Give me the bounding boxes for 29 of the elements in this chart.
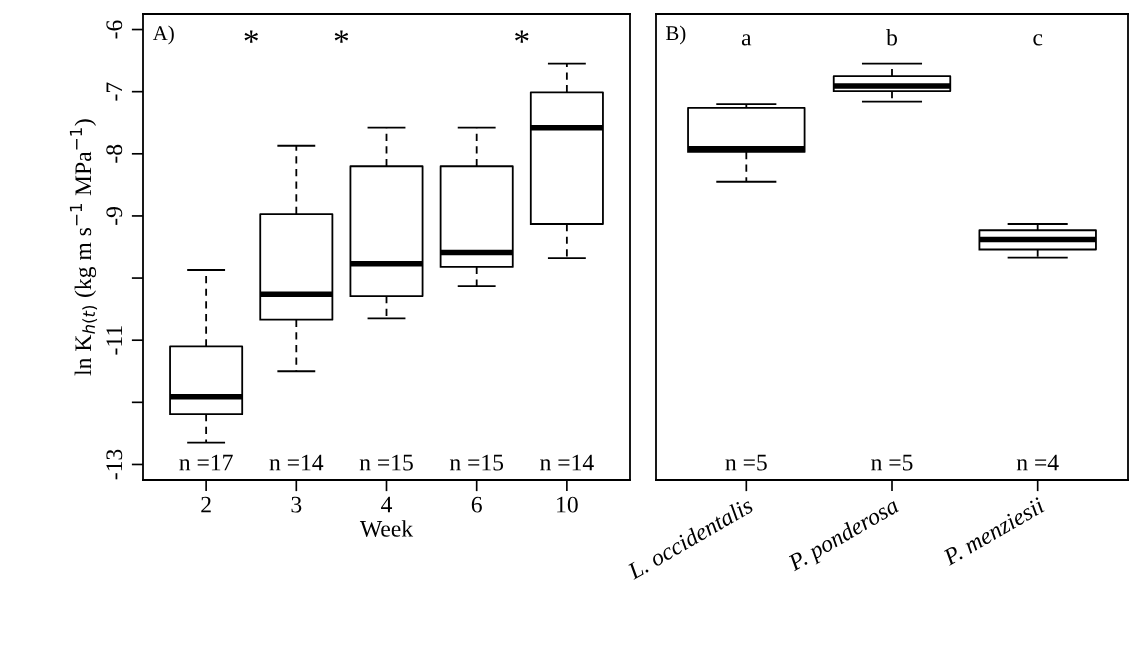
- y-tick-label: -13: [106, 449, 123, 480]
- y-tick-label: -6: [106, 20, 123, 39]
- y-tick-label: -8: [106, 144, 123, 163]
- x-axis-title: Week: [359, 520, 414, 537]
- annotation: n =17: [179, 454, 233, 471]
- annotation: *: [334, 30, 349, 43]
- x-tick-label: 4: [381, 496, 393, 513]
- annotation: n =5: [871, 454, 913, 471]
- annotation: n =5: [725, 454, 767, 471]
- y-tick-label: -7: [106, 82, 122, 101]
- annotation: n =14: [269, 454, 324, 471]
- y-tick-label: -9: [106, 207, 123, 225]
- annotation: n =15: [449, 454, 504, 471]
- annotation: b: [886, 28, 897, 46]
- y-tick-label: -11: [106, 326, 122, 355]
- x-tick-label: 3: [291, 496, 302, 513]
- annotation: n =15: [359, 454, 413, 471]
- x-tick-label: 6: [471, 496, 482, 513]
- annotation: *: [244, 30, 258, 43]
- annotation: A): [152, 25, 174, 45]
- x-tick-label: 2: [201, 496, 211, 513]
- annotation: c: [1033, 34, 1043, 46]
- annotation: a: [741, 34, 752, 46]
- annotation: *: [515, 30, 529, 43]
- y-axis-title: ln K$_{h(t)}$ (kg m s$^{−1}$ MPa$^{−1}$): [69, 119, 98, 376]
- annotation: n =4: [1016, 454, 1059, 471]
- annotation: B): [666, 25, 686, 45]
- annotation: n =14: [540, 454, 594, 471]
- x-tick-label: 10: [557, 496, 578, 513]
